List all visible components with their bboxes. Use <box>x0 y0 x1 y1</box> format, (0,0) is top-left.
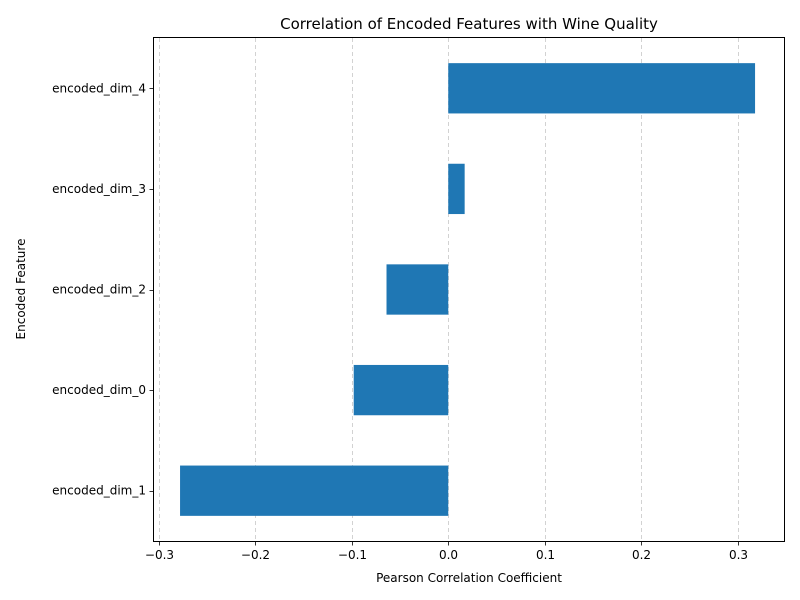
bar-encoded_dim_1 <box>180 465 449 516</box>
x-tick-label: 0.2 <box>632 548 651 562</box>
bar-layer <box>180 63 756 516</box>
x-tick-layer: −0.3 −0.2 −0.1 0.0 0.1 0.2 0.3 <box>145 541 748 562</box>
x-tick-label: 0.0 <box>439 548 458 562</box>
x-tick-label: 0.1 <box>536 548 555 562</box>
y-tick-label: encoded_dim_4 <box>52 81 146 95</box>
x-axis-label: Pearson Correlation Coefficient <box>376 571 562 585</box>
y-tick-label: encoded_dim_1 <box>52 484 146 498</box>
x-tick-label: −0.2 <box>241 548 270 562</box>
axis-layer <box>153 37 785 542</box>
y-axis-label: Encoded Feature <box>14 239 28 340</box>
bar-encoded_dim_0 <box>353 364 449 416</box>
plot-frame <box>153 37 785 542</box>
y-tick-layer: encoded_dim_1 encoded_dim_0 encoded_dim_2 e… <box>52 81 154 498</box>
x-tick-label: 0.3 <box>729 548 748 562</box>
x-tick-label: −0.1 <box>338 548 367 562</box>
chart-title: Correlation of Encoded Features with Win… <box>280 15 658 33</box>
y-tick-label: encoded_dim_2 <box>52 283 146 297</box>
y-tick-label: encoded_dim_0 <box>52 383 146 397</box>
x-tick-label: −0.3 <box>145 548 174 562</box>
bar-encoded_dim_2 <box>386 264 449 315</box>
bar-encoded_dim_3 <box>448 163 465 215</box>
bar-encoded_dim_4 <box>448 63 756 114</box>
y-tick-label: encoded_dim_3 <box>52 182 146 196</box>
